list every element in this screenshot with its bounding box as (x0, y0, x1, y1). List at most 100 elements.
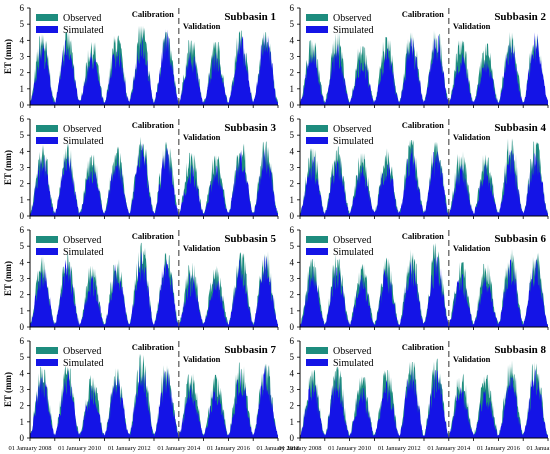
chart-panel-1: 0 1 2 3 4 5 6 ET (mm) Calibration ValidationSubba… (3, 3, 279, 110)
y-tick-label: 1 (290, 417, 295, 427)
validation-label: Validation (183, 132, 221, 142)
legend-swatch-simulated (36, 137, 58, 144)
legend-label-observed: Observed (63, 235, 101, 246)
legend-label-simulated: Simulated (63, 136, 104, 147)
y-tick-label: 0 (290, 322, 295, 332)
y-tick-label: 0 (20, 322, 25, 332)
y-tick-label: 3 (290, 274, 295, 284)
legend-swatch-simulated (306, 26, 328, 33)
y-tick-label: 1 (20, 417, 25, 427)
y-tick-label: 5 (290, 241, 295, 251)
legend-swatch-simulated (306, 137, 328, 144)
validation-label: Validation (453, 132, 491, 142)
x-tick-label: 01 January 2010 (328, 445, 371, 452)
y-tick-label: 6 (290, 114, 295, 124)
legend-swatch-simulated (306, 359, 328, 366)
y-tick-label: 4 (20, 257, 25, 267)
y-tick-label: 4 (20, 146, 25, 156)
simulated-series-area (30, 29, 278, 105)
y-tick-label: 5 (290, 352, 295, 362)
x-tick-label: 01 January 2014 (157, 445, 201, 452)
legend-label-observed: Observed (333, 124, 371, 135)
legend-label-simulated: Simulated (333, 25, 374, 36)
legend-swatch-observed (306, 236, 328, 243)
x-tick-label: 01 January 2008 (9, 445, 52, 452)
y-tick-label: 3 (20, 52, 25, 62)
simulated-series-area (30, 141, 278, 216)
legend-label-simulated: Simulated (333, 136, 374, 147)
y-tick-label: 3 (20, 274, 25, 284)
x-tick-label: 01 January 2016 (477, 445, 521, 452)
calibration-label: Calibration (402, 231, 444, 241)
legend-label-observed: Observed (63, 13, 101, 24)
y-axis-label: ET (mm) (3, 150, 13, 185)
y-tick-label: 1 (20, 84, 25, 94)
panel-title: Subbasin 6 (494, 233, 546, 245)
validation-label: Validation (183, 243, 221, 253)
y-tick-label: 2 (290, 68, 295, 78)
panel-title: Subbasin 7 (224, 344, 276, 356)
y-axis-label: ET (mm) (3, 261, 13, 296)
y-tick-label: 3 (20, 385, 25, 395)
y-tick-label: 6 (20, 3, 25, 13)
panel-title: Subbasin 1 (224, 11, 276, 23)
legend-swatch-simulated (36, 359, 58, 366)
y-tick-label: 1 (290, 195, 295, 205)
x-tick-label: 01 January 2016 (207, 445, 251, 452)
validation-label: Validation (453, 243, 491, 253)
validation-label: Validation (453, 354, 491, 364)
y-axis-label: ET (mm) (3, 39, 13, 74)
legend-swatch-observed (36, 236, 58, 243)
legend-label-simulated: Simulated (63, 358, 104, 369)
panel-title: Subbasin 5 (224, 233, 276, 245)
y-tick-label: 4 (20, 368, 25, 378)
legend-swatch-simulated (36, 248, 58, 255)
y-tick-label: 2 (290, 290, 295, 300)
y-tick-label: 5 (20, 352, 25, 362)
chart-panel-5: 0 1 2 3 4 5 6 ET (mm) Calibration ValidationSubba… (3, 225, 279, 332)
simulated-series-area (30, 250, 278, 327)
panel-title: Subbasin 8 (494, 344, 546, 356)
y-tick-label: 6 (20, 114, 25, 124)
calibration-label: Calibration (402, 120, 444, 130)
x-tick-label: 01 January 2018 (527, 445, 550, 452)
calibration-label: Calibration (132, 9, 174, 19)
y-tick-label: 0 (290, 433, 295, 443)
chart-panel-7: 0 1 2 3 4 5 6 01 January 2008 01 January 2010 01 … (3, 336, 299, 452)
validation-label: Validation (183, 21, 221, 31)
y-tick-label: 0 (290, 211, 295, 221)
simulated-series-area (30, 365, 278, 438)
legend-label-observed: Observed (63, 346, 101, 357)
y-tick-label: 6 (20, 336, 25, 346)
chart-panel-8: 0 1 2 3 4 5 6 01 January 2008 01 January 2010 01 … (279, 336, 550, 452)
legend-label-observed: Observed (63, 124, 101, 135)
legend-swatch-observed (306, 347, 328, 354)
calibration-label: Calibration (132, 120, 174, 130)
y-tick-label: 2 (20, 68, 25, 78)
y-tick-label: 0 (20, 211, 25, 221)
x-tick-label: 01 January 2012 (108, 445, 151, 452)
x-tick-label: 01 January 2012 (378, 445, 421, 452)
y-axis-label: ET (mm) (3, 372, 13, 407)
y-tick-label: 3 (290, 163, 295, 173)
y-tick-label: 3 (290, 52, 295, 62)
panel-title: Subbasin 4 (494, 122, 546, 134)
y-tick-label: 4 (290, 368, 295, 378)
panel-title: Subbasin 2 (494, 11, 546, 23)
y-tick-label: 2 (290, 401, 295, 411)
x-tick-label: 01 January 2014 (427, 445, 471, 452)
y-tick-label: 6 (290, 336, 295, 346)
legend-label-simulated: Simulated (333, 247, 374, 258)
legend-swatch-observed (36, 125, 58, 132)
y-tick-label: 5 (290, 130, 295, 140)
y-tick-label: 3 (20, 163, 25, 173)
y-tick-label: 2 (20, 401, 25, 411)
x-tick-label: 01 January 2010 (58, 445, 101, 452)
y-tick-label: 1 (20, 195, 25, 205)
y-tick-label: 5 (20, 130, 25, 140)
validation-label: Validation (183, 354, 221, 364)
y-tick-label: 4 (20, 35, 25, 45)
legend-label-simulated: Simulated (63, 247, 104, 258)
y-tick-label: 1 (290, 84, 295, 94)
